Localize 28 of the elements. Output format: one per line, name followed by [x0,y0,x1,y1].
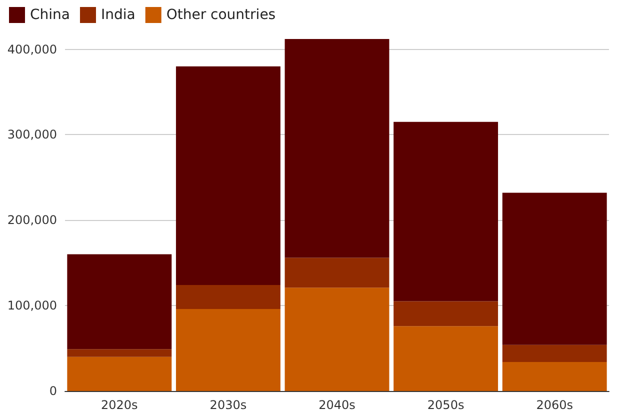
bar [67,349,172,357]
bar [67,356,172,391]
bar [394,301,498,326]
bar [502,192,607,345]
x-tick-label: 2050s [427,398,464,411]
y-tick-label: 100,000 [7,298,57,313]
x-tick-label: 2020s [101,398,138,411]
y-tick-label: 400,000 [7,42,57,56]
y-tick-label: 200,000 [7,213,57,228]
bar [176,285,280,309]
legend-label: China [30,7,70,23]
bar [394,122,498,302]
bar [394,326,498,391]
legend-label: Other countries [166,7,276,23]
bar [176,308,280,391]
x-tick-label: 2030s [210,398,247,411]
bar [67,254,172,350]
legend-label: India [100,7,136,23]
bar [502,362,607,391]
x-tick-label: 2060s [536,398,573,411]
y-tick-label: 300,000 [7,128,57,142]
y-tick-label: 0 [49,384,57,398]
bar [502,344,607,362]
x-tick-label: 2040s [318,398,356,411]
bar [284,39,390,258]
bar [284,288,390,391]
bar [284,258,390,288]
bar [176,66,280,286]
